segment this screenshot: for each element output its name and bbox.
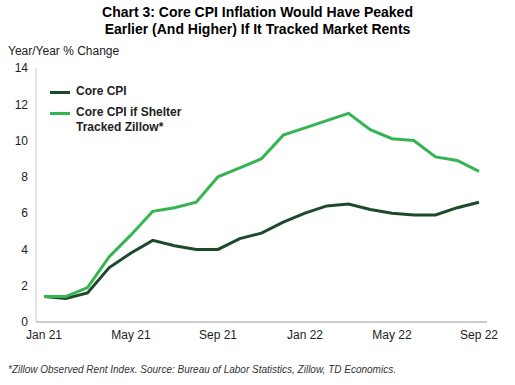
- svg-text:Jan 22: Jan 22: [287, 328, 323, 342]
- svg-text:0: 0: [21, 315, 28, 329]
- svg-text:6: 6: [21, 206, 28, 220]
- svg-text:May 21: May 21: [111, 328, 151, 342]
- html-text:*Zillow Observed Rent Index. S: *Zillow Observed Rent Index. Source: Bur…: [8, 364, 396, 375]
- html-text:Core CPI if Shelter Tracked Zi: Core CPI if Shelter Tracked Zillow*: [76, 105, 182, 134]
- svg-text:14: 14: [15, 61, 29, 75]
- html-text:Year/Year % Change: Year/Year % Change: [8, 44, 120, 58]
- svg-text:Jan 21: Jan 21: [26, 328, 62, 342]
- svg-text:2: 2: [21, 279, 28, 293]
- svg-text:May 22: May 22: [372, 328, 412, 342]
- svg-text:10: 10: [15, 134, 29, 148]
- svg-text:12: 12: [15, 98, 29, 112]
- html-text:Core CPI: Core CPI: [76, 84, 127, 98]
- svg-text:Sep 21: Sep 21: [199, 328, 237, 342]
- html-text:Chart 3: Core CPI Inflation Wo: Chart 3: Core CPI Inflation Would Have P…: [102, 4, 413, 37]
- svg-text:Sep 22: Sep 22: [460, 328, 498, 342]
- svg-text:8: 8: [21, 170, 28, 184]
- svg-text:4: 4: [21, 243, 28, 257]
